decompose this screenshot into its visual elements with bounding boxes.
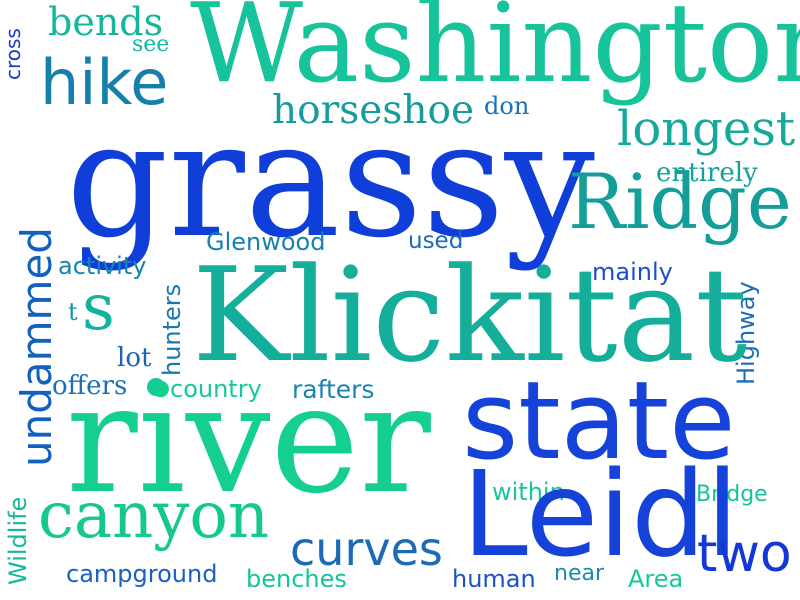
word-entirely: entirely (656, 158, 758, 188)
word-undammed: undammed (12, 227, 61, 467)
word-mainly: mainly (592, 258, 673, 286)
word-two: two (697, 524, 792, 584)
word-river: river (66, 353, 431, 527)
word-s: s (82, 271, 115, 345)
word-offers: offers (52, 371, 128, 401)
word-longest: longest (617, 101, 796, 157)
word-don: don (484, 92, 530, 120)
word-leidl: Leidl (462, 445, 739, 583)
word-wildlife: Wildlife (4, 496, 32, 585)
word-rafters: rafters (292, 375, 375, 404)
word-area: Area (628, 565, 684, 593)
word-horseshoe: horseshoe (272, 88, 475, 133)
word-campground: campground (66, 560, 218, 588)
word-human: human (452, 565, 536, 593)
word-bridge: Bridge (696, 482, 768, 507)
word-grassy: grassy (66, 86, 595, 273)
word-within: within (492, 478, 565, 506)
word-curves: curves (290, 522, 443, 576)
word-bends: bends (48, 0, 164, 44)
word-lot: lot (117, 343, 152, 373)
word-cross: cross (1, 28, 25, 80)
word-used: used (408, 228, 464, 254)
word-t: t (68, 298, 78, 326)
word-washington: Washington (190, 0, 800, 107)
word-state: state (462, 359, 736, 484)
word-country: country (170, 375, 262, 403)
word-benches: benches (246, 565, 347, 593)
word-klickitat: Klickitat (192, 239, 748, 391)
word-canyon: canyon (38, 479, 270, 553)
word-activity: activity (58, 252, 147, 280)
word-near: near (554, 561, 605, 586)
dot-mark (147, 378, 165, 396)
word-see: see (132, 32, 170, 57)
word-glenwood: Glenwood (206, 228, 326, 256)
word-hike: hike (40, 46, 169, 119)
word-ridge: Ridge (568, 157, 792, 246)
